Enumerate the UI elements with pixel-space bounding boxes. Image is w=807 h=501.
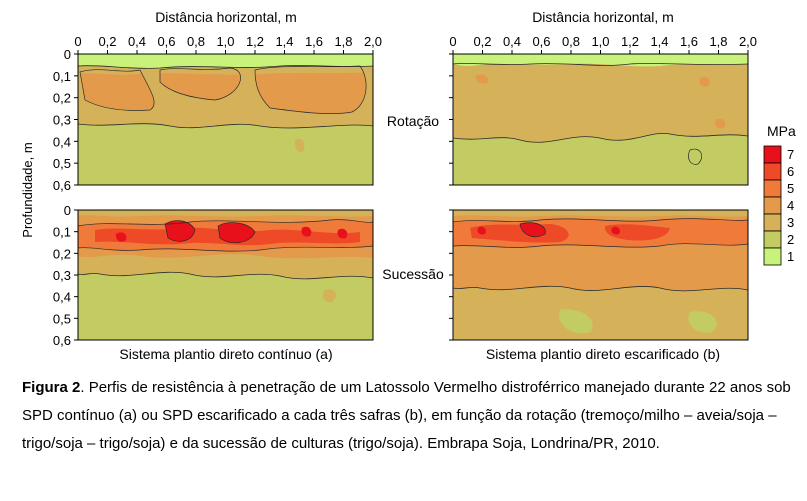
panel-sucessao-escarificado <box>453 210 748 340</box>
panel-sucessao-continuo <box>78 210 373 340</box>
x-tick-label: 1,8 <box>334 34 352 49</box>
x-tick-label: 2,0 <box>364 34 382 49</box>
x-tick-labels-left: 0 0,2 0,4 0,6 0,8 1,0 1,2 1,4 1,6 1,8 2,0 <box>74 34 382 54</box>
x-tick-label: 0,6 <box>532 34 550 49</box>
x-axis-title-left: Distância horizontal, m <box>155 9 297 25</box>
x-tick-label: 0,2 <box>473 34 491 49</box>
y-tick-label: 0,5 <box>53 156 71 171</box>
legend-swatch <box>763 213 782 232</box>
y-axis-title: Profundidade, m <box>20 142 35 237</box>
y-tick-labels-top: 0 0,1 0,2 0,3 0,4 0,5 0,6 <box>53 47 453 193</box>
x-tick-label: 1,6 <box>305 34 323 49</box>
legend-value: 4 <box>787 198 794 213</box>
legend-swatch <box>763 162 782 181</box>
y-tick-label: 0,6 <box>53 333 71 348</box>
y-tick-label: 0,6 <box>53 178 71 193</box>
x-tick-label: 0,6 <box>157 34 175 49</box>
x-tick-label: 0,8 <box>187 34 205 49</box>
x-tick-label: 0,8 <box>562 34 580 49</box>
figure-caption: Figura 2. Perfis de resistência à penetr… <box>22 374 797 458</box>
y-tick-labels-bottom: 0 0,1 0,2 0,3 0,4 0,5 0,6 <box>53 203 453 348</box>
legend-value: 1 <box>787 249 794 264</box>
x-tick-label: 1,6 <box>680 34 698 49</box>
panel-sucessao-escarificado-frame <box>452 209 749 341</box>
legend-value: 6 <box>787 164 794 179</box>
panel-rotacao-escarificado-frame <box>452 53 749 186</box>
x-tick-label: 1,4 <box>275 34 293 49</box>
x-tick-label: 1,4 <box>650 34 668 49</box>
x-tick-label: 2,0 <box>739 34 757 49</box>
legend-value: 3 <box>787 215 794 230</box>
y-tick-label: 0,1 <box>53 69 71 84</box>
legend-swatch <box>763 196 782 215</box>
x-tick-labels-right: 0 0,2 0,4 0,6 0,8 1,0 1,2 1,4 1,6 1,8 2,0 <box>449 34 757 54</box>
legend-swatch <box>763 247 782 266</box>
y-tick-label: 0,3 <box>53 113 71 128</box>
panel-rotacao-continuo <box>78 54 373 185</box>
y-tick-label: 0 <box>64 203 71 218</box>
y-tick-label: 0,2 <box>53 91 71 106</box>
y-tick-label: 0,5 <box>53 311 71 326</box>
panel-rotacao-continuo-frame <box>77 53 374 186</box>
y-tick-label: 0,4 <box>53 290 71 305</box>
x-tick-label: 0,2 <box>98 34 116 49</box>
y-tick-label: 0 <box>64 47 71 62</box>
y-tick-label: 0,1 <box>53 225 71 240</box>
row-label-rotacao: Rotação <box>387 113 439 129</box>
x-tick-label: 1,2 <box>246 34 264 49</box>
x-tick-label: 0 <box>449 34 456 49</box>
legend-swatch <box>763 145 782 164</box>
x-tick-label: 1,8 <box>709 34 727 49</box>
caption-text: . Perfis de resistência à penetração de … <box>22 379 791 452</box>
panel-sucessao-continuo-frame <box>77 209 374 341</box>
y-tick-label: 0,4 <box>53 134 71 149</box>
x-tick-label: 0,4 <box>128 34 146 49</box>
column-label-continuo: Sistema plantio direto contínuo (a) <box>119 346 332 362</box>
legend-title: MPa <box>767 123 796 139</box>
row-label-sucessao: Sucessão <box>382 266 444 282</box>
x-tick-label: 1,2 <box>621 34 639 49</box>
x-tick-label: 1,0 <box>591 34 609 49</box>
legend-value: 5 <box>787 181 794 196</box>
legend-value: 7 <box>787 147 794 162</box>
y-tick-label: 0,3 <box>53 268 71 283</box>
x-tick-label: 0,4 <box>503 34 521 49</box>
column-label-escarificado: Sistema plantio direto escarificado (b) <box>486 346 720 362</box>
legend-swatch <box>763 230 782 249</box>
x-tick-label: 0 <box>74 34 81 49</box>
panel-rotacao-escarificado <box>453 54 748 185</box>
y-tick-label: 0,2 <box>53 246 71 261</box>
legend-swatch <box>763 179 782 198</box>
legend-value: 2 <box>787 232 794 247</box>
x-axis-title-right: Distância horizontal, m <box>532 9 674 25</box>
x-tick-label: 1,0 <box>216 34 234 49</box>
caption-label: Figura 2 <box>22 379 81 396</box>
legend: 7 6 5 4 3 2 1 <box>763 145 794 266</box>
